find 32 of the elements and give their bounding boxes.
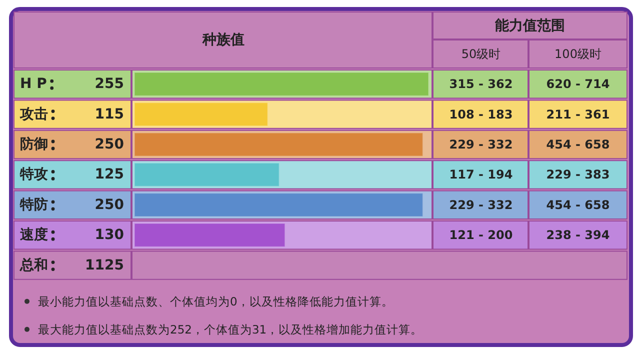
text: 能力值范围 [495,18,565,34]
data-label: 250 [94,196,124,213]
text: 454 - 658 [546,198,610,212]
data-label: 130 [94,227,124,244]
category-label: H P [20,76,47,92]
data-label: 250 [94,136,124,152]
text: 454 - 658 [546,138,610,152]
category-label: 防御 [20,136,48,152]
text: 117 - 194 [449,168,513,182]
text: 238 - 394 [546,228,610,242]
text: 1125 [85,257,124,274]
text: 121 - 200 [449,228,513,242]
category-label: 特攻 [20,166,48,183]
data-label: 115 [94,106,124,122]
category-label: 攻击 [20,106,48,122]
text: 315 - 362 [449,77,513,92]
data-label: 255 [94,76,124,92]
category-label: 总和 [20,257,48,274]
annotation: 最大能力值以基础点数为252，个体值为31，以及性格增加能力值计算。 [38,322,423,336]
category-label: 特防 [20,196,48,213]
text: 229 - 383 [546,168,610,182]
text: 229 - 332 [449,138,513,152]
text: 211 - 361 [546,107,610,122]
title: 种族值 [202,32,244,48]
text: 100级时 [554,47,602,61]
data-label: 125 [94,166,124,183]
text: 620 - 714 [546,77,610,92]
text: 229 - 332 [449,198,513,212]
annotation: 最小能力值以基础点数、个体值均为0，以及性格降低能力值计算。 [38,294,394,308]
category-label: 速度 [20,227,48,244]
text: 108 - 183 [449,107,513,122]
text: 50级时 [461,47,501,61]
